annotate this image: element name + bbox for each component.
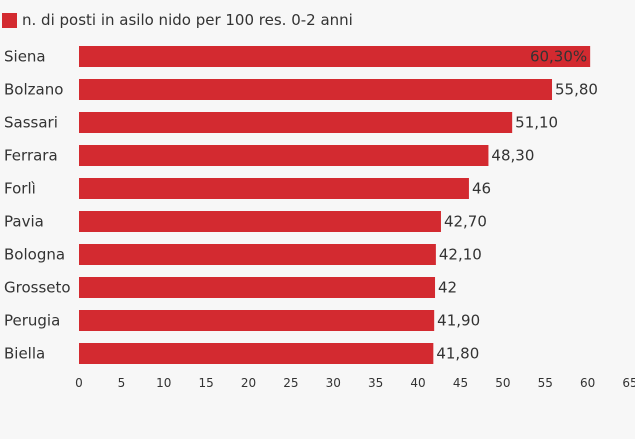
bar xyxy=(79,211,441,232)
category-label: Biella xyxy=(4,345,45,363)
data-label: 42,10 xyxy=(439,246,482,264)
data-label: 48,30 xyxy=(491,147,534,165)
x-tick-label: 25 xyxy=(283,376,298,390)
category-label: Bologna xyxy=(4,246,65,264)
x-tick-label: 60 xyxy=(580,376,595,390)
category-label: Siena xyxy=(4,48,46,66)
bar xyxy=(79,244,436,265)
x-tick-label: 0 xyxy=(75,376,83,390)
category-label: Grosseto xyxy=(4,279,71,297)
bar xyxy=(79,343,434,364)
category-label: Forlì xyxy=(4,180,36,198)
x-tick-label: 45 xyxy=(453,376,468,390)
x-tick-label: 65 xyxy=(622,376,635,390)
legend-swatch xyxy=(2,12,17,28)
x-tick-label: 20 xyxy=(241,376,256,390)
legend-label: n. di posti in asilo nido per 100 res. 0… xyxy=(22,11,353,29)
x-tick-label: 5 xyxy=(118,376,126,390)
data-label: 51,10 xyxy=(515,114,558,132)
x-tick-label: 10 xyxy=(156,376,171,390)
data-label: 60,30% xyxy=(530,48,587,66)
x-tick-label: 15 xyxy=(199,376,214,390)
data-label: 41,80 xyxy=(436,345,479,363)
category-label: Ferrara xyxy=(4,147,58,165)
x-tick-label: 35 xyxy=(368,376,383,390)
x-tick-label: 40 xyxy=(410,376,425,390)
data-label: 42,70 xyxy=(444,213,487,231)
x-tick-label: 55 xyxy=(538,376,553,390)
category-label: Bolzano xyxy=(4,81,63,99)
x-tick-label: 30 xyxy=(326,376,341,390)
bar xyxy=(79,277,436,298)
category-label: Sassari xyxy=(4,114,58,132)
bar xyxy=(79,79,553,100)
data-label: 46 xyxy=(472,180,491,198)
bar xyxy=(79,46,591,67)
bar xyxy=(79,145,489,166)
category-label: Perugia xyxy=(4,312,60,330)
data-label: 41,90 xyxy=(437,312,480,330)
bar xyxy=(79,178,469,199)
data-label: 55,80 xyxy=(555,81,598,99)
data-label: 42 xyxy=(438,279,457,297)
x-tick-label: 50 xyxy=(495,376,510,390)
legend: n. di posti in asilo nido per 100 res. 0… xyxy=(2,11,353,29)
bar xyxy=(79,112,513,133)
bar xyxy=(79,310,435,331)
category-label: Pavia xyxy=(4,213,44,231)
